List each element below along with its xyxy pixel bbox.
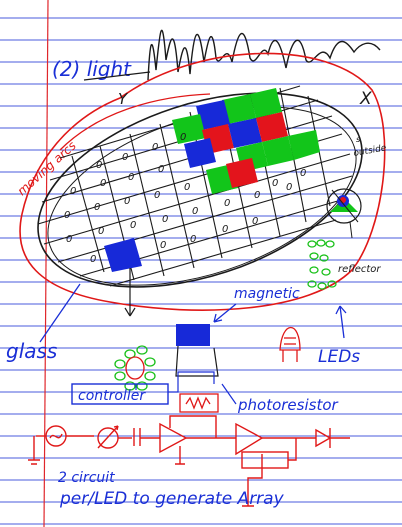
pixel-red xyxy=(226,158,258,188)
glass-label: glass xyxy=(6,339,57,363)
cell-mark: 0 xyxy=(154,190,160,201)
cell-mark: 0 xyxy=(66,234,72,245)
controller-label: controller xyxy=(78,388,146,404)
pixel-blue xyxy=(196,100,230,130)
magnet-housing xyxy=(175,345,219,377)
light-label: (2) light xyxy=(52,57,132,81)
cell-mark: 0 xyxy=(70,186,76,197)
op-amp-icon xyxy=(159,422,188,454)
margin-line xyxy=(43,0,49,527)
light-underline xyxy=(83,71,151,81)
bottom-line-label: per/LED to generate Array xyxy=(59,489,285,509)
pixel-green xyxy=(250,88,282,118)
red-outer-loop xyxy=(19,52,386,311)
cell-mark: 0 xyxy=(192,206,198,217)
cell-mark: 0 xyxy=(300,168,306,179)
led-cluster-center xyxy=(125,356,145,380)
led-chain xyxy=(307,239,337,290)
x-axis-label: X xyxy=(359,89,372,109)
leds-label: LEDs xyxy=(318,347,360,367)
cell-mark: 0 xyxy=(128,172,134,183)
light-waveform xyxy=(147,29,381,81)
y-axis-label: Y xyxy=(118,90,129,108)
pixel-blue xyxy=(228,118,262,148)
cell-mark: 0 xyxy=(184,182,190,193)
cell-mark: 0 xyxy=(130,220,136,231)
glass-plate-rim xyxy=(37,92,363,288)
outside-note: s xyxy=(356,135,360,144)
pixel-blue xyxy=(184,138,216,168)
ground-icon xyxy=(28,436,40,465)
cell-mark: 0 xyxy=(224,198,230,209)
cell-mark: 0 xyxy=(90,254,96,265)
pixel-blue xyxy=(104,238,142,272)
controller-wire xyxy=(168,371,215,393)
cell-mark: 0 xyxy=(222,224,228,235)
cell-mark: 0 xyxy=(152,142,158,153)
glass-arrow xyxy=(39,283,81,343)
pixel-green xyxy=(262,136,294,166)
red-inner-loop xyxy=(59,93,211,151)
magnetic-label: magnetic xyxy=(234,286,300,302)
pixel-green xyxy=(288,130,320,160)
cell-mark: 0 xyxy=(122,152,128,163)
pixel-cells xyxy=(104,88,320,272)
cell-mark: 0 xyxy=(160,240,166,251)
eye-reflector-icon xyxy=(326,188,362,239)
controller-box xyxy=(71,383,169,405)
grid-zero-marks: 0 0 0 0 0 0 0 0 0 0 0 0 0 0 0 0 0 0 0 0 … xyxy=(64,132,306,265)
cell-mark: 0 xyxy=(254,190,260,201)
cell-mark: 0 xyxy=(190,234,196,245)
red-led-icon xyxy=(279,327,301,362)
ground-icon xyxy=(175,446,185,465)
pixel-green xyxy=(222,94,256,124)
resistor-icon xyxy=(179,393,219,413)
circuit-label: 2 circuit xyxy=(58,470,115,486)
pixel-red xyxy=(256,112,288,142)
circuit-schematic xyxy=(28,415,350,507)
led-cluster-icon xyxy=(114,345,156,391)
op-amp-icon xyxy=(235,422,264,456)
magnetic-arrow xyxy=(213,303,237,323)
cell-mark: 0 xyxy=(100,178,106,189)
cell-mark: 0 xyxy=(158,164,164,175)
pixel-green xyxy=(172,114,206,144)
cell-mark: 0 xyxy=(252,216,258,227)
cell-mark: 0 xyxy=(286,182,292,193)
leds-arrow xyxy=(335,305,347,339)
pixel-arrow xyxy=(124,268,136,317)
cell-mark: 0 xyxy=(272,178,278,189)
cell-mark: 0 xyxy=(96,160,102,171)
reflector-label: reflector xyxy=(338,264,381,275)
photoresistor-label: photoresistor xyxy=(237,396,339,414)
cell-mark: 0 xyxy=(94,202,100,213)
magnet-block xyxy=(176,324,210,346)
cell-mark: 0 xyxy=(180,132,186,143)
cell-mark: 0 xyxy=(124,196,130,207)
cell-mark: 0 xyxy=(64,210,70,221)
photoresistor-arrow xyxy=(221,383,237,405)
cell-mark: 0 xyxy=(162,214,168,225)
cell-mark: 0 xyxy=(98,226,104,237)
